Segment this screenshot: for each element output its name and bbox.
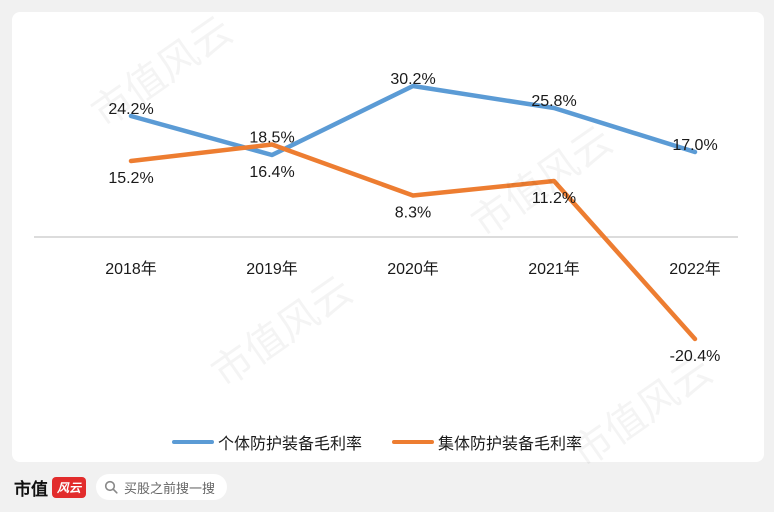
- data-label: 30.2%: [390, 71, 435, 88]
- data-label: 24.2%: [108, 101, 153, 118]
- brand-logo[interactable]: 市值 风云: [14, 475, 87, 500]
- legend-swatch: [172, 440, 214, 444]
- search-input[interactable]: 买股之前搜一搜: [96, 474, 228, 500]
- legend-item-series-1: 个体防护装备毛利率: [172, 430, 362, 454]
- legend-label: 集体防护装备毛利率: [438, 436, 583, 453]
- data-label: 17.0%: [672, 137, 717, 154]
- data-label: 8.3%: [395, 205, 431, 222]
- x-tick-label: 2021年: [528, 260, 580, 278]
- data-label: 25.8%: [531, 93, 576, 110]
- search-icon: [104, 480, 118, 494]
- data-label: 11.2%: [532, 190, 576, 207]
- line-chart: 2018年 2019年 2020年 2021年 2022年 24.2% 16.4% 30.2%…: [34, 71, 738, 365]
- footer-bar: 市值 风云 买股之前搜一搜: [0, 462, 774, 512]
- x-tick-label: 2020年: [387, 260, 439, 278]
- legend-item-series-2: 集体防护装备毛利率: [392, 430, 582, 454]
- legend: 个体防护装备毛利率 集体防护装备毛利率: [172, 430, 612, 454]
- legend-swatch: [392, 440, 435, 444]
- series-line-2: [128, 142, 698, 342]
- data-label: -20.4%: [670, 348, 721, 365]
- brand-badge: 风云: [52, 476, 87, 498]
- x-tick-label: 2018年: [105, 260, 157, 278]
- chart-card: 2018年 2019年 2020年 2021年 2022年 24.2% 16.4% 30.2%…: [12, 12, 764, 462]
- brand-name: 市值: [14, 479, 48, 499]
- data-label: 16.4%: [249, 164, 294, 181]
- x-tick-label: 2019年: [246, 260, 298, 278]
- series-line-1: [128, 83, 698, 158]
- data-label: 15.2%: [108, 170, 153, 187]
- x-tick-label: 2022年: [669, 260, 721, 278]
- legend-label: 个体防护装备毛利率: [218, 436, 363, 453]
- data-label: 18.5%: [249, 130, 294, 147]
- search-placeholder: 买股之前搜一搜: [124, 480, 216, 496]
